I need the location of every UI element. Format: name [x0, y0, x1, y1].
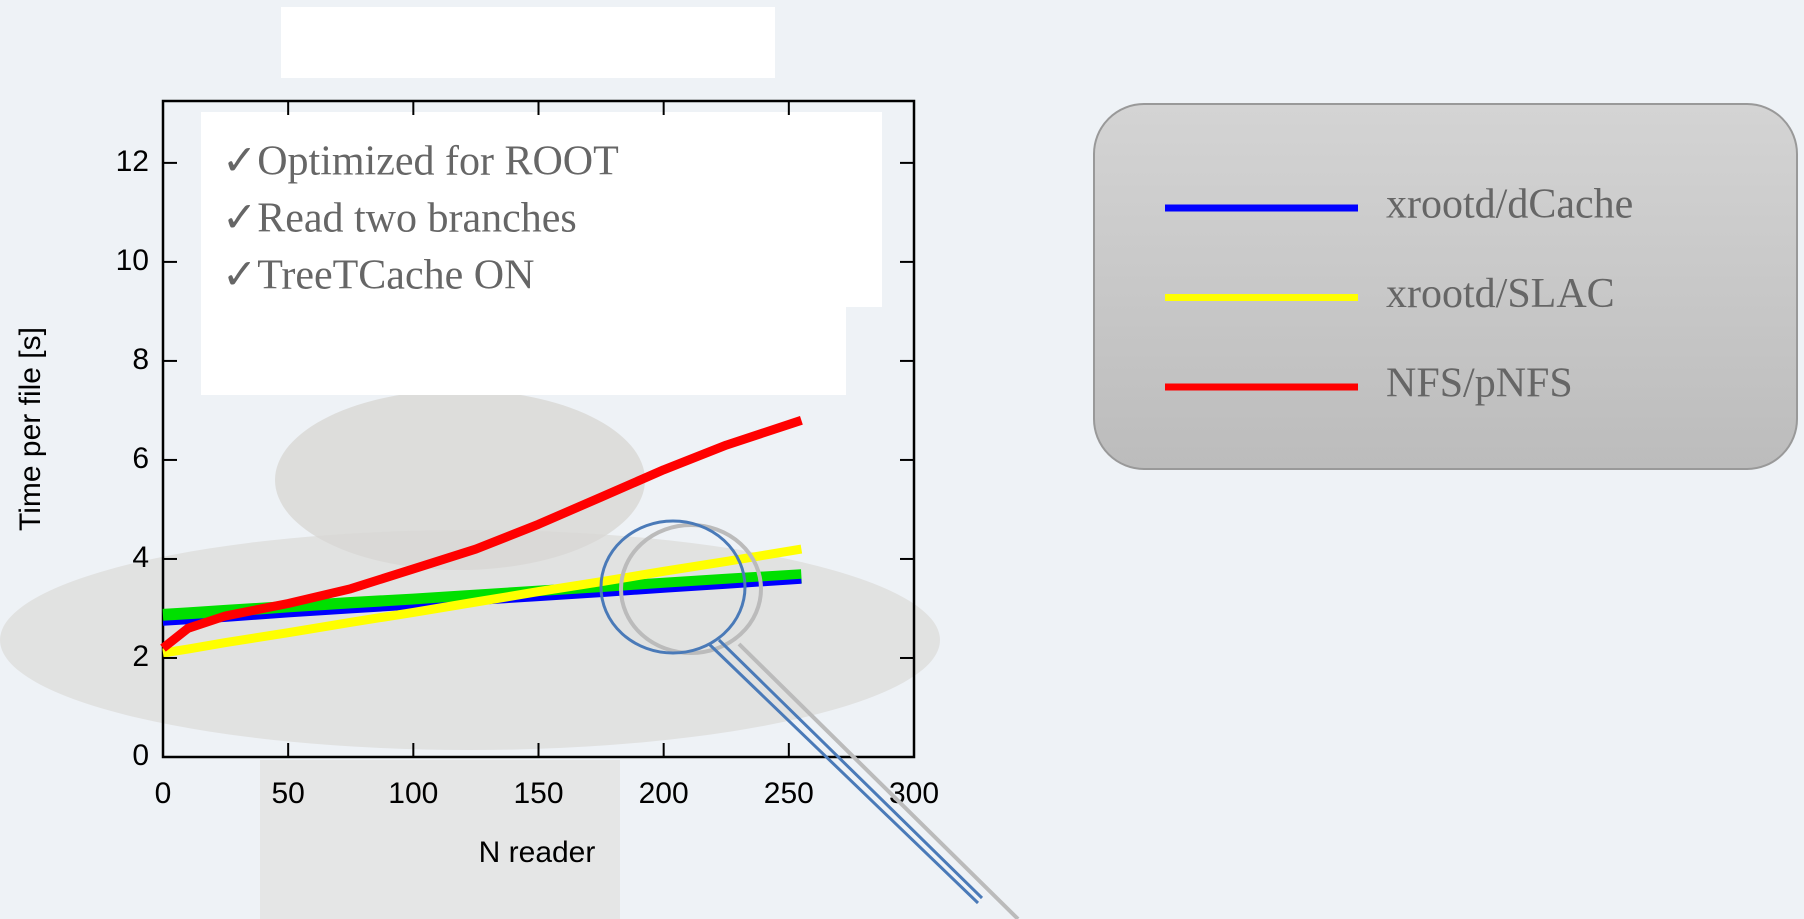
- slide: 0 50 100 150 200 250 300 0 2 4 6 8 10 12 N reader Tim…: [0, 0, 1804, 919]
- legend-label: NFS/pNFS: [1386, 361, 1573, 407]
- x-tick-label: 50: [271, 777, 304, 810]
- legend-label: xrootd/dCache: [1386, 182, 1633, 228]
- legend-label: xrootd/SLAC: [1386, 271, 1615, 317]
- y-tick-label: 10: [116, 244, 149, 277]
- x-tick-label: 0: [155, 777, 172, 810]
- annotation-box: [201, 300, 846, 395]
- y-tick-label: 4: [132, 541, 149, 574]
- x-tick-label: 100: [388, 777, 438, 810]
- y-tick-label: 0: [132, 739, 149, 772]
- x-tick-label: 200: [639, 777, 689, 810]
- page: 0 50 100 150 200 250 300 0 2 4 6 8 10 12 N reader Tim…: [0, 0, 1804, 919]
- annotation: ✓Optimized for ROOT: [222, 139, 619, 185]
- x-tick-label: 150: [513, 777, 563, 810]
- y-tick-label: 6: [132, 442, 149, 475]
- y-tick-label: 2: [132, 640, 149, 673]
- y-tick-label: 12: [116, 145, 149, 178]
- x-tick-label: 300: [889, 777, 939, 810]
- annotation: ✓TreeTCache ON: [222, 253, 534, 299]
- x-axis-label: N reader: [479, 836, 596, 869]
- x-tick-label: 250: [764, 777, 814, 810]
- annotation: ✓Read two branches: [222, 196, 577, 242]
- y-axis-label: Time per file [s]: [14, 327, 47, 531]
- y-tick-label: 8: [132, 343, 149, 376]
- blank-box: [281, 7, 775, 78]
